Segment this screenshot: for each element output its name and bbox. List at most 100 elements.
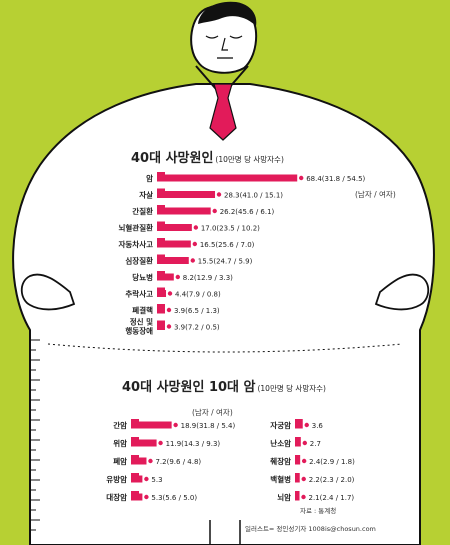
chart2-value-label: 5.3(5.6 / 5.0) — [151, 494, 197, 502]
chart1-category-label: 폐결핵 — [132, 305, 153, 315]
nose — [221, 37, 228, 51]
chart2-value-label: 2.4(2.9 / 1.8) — [309, 458, 355, 466]
chart1-category-label: 당뇨병 — [132, 272, 153, 282]
chart2-category-label: 백혈병 — [270, 474, 291, 484]
chart1-category-label: 암 — [146, 173, 153, 183]
chart1-bar-tab — [157, 172, 165, 175]
chart2-category-label: 간암 — [113, 420, 127, 430]
chart1-bar-dot — [193, 225, 199, 230]
chart2-category-label: 위암 — [113, 438, 127, 448]
chart1-bar — [157, 240, 191, 248]
chart2-bar-tab — [131, 473, 139, 476]
chart1-bar — [157, 323, 165, 330]
chart2-bar — [295, 475, 300, 483]
eye-right — [229, 35, 243, 39]
chart1-bar — [157, 306, 165, 314]
chart1-bar-tab — [157, 205, 165, 208]
chart2-category-label: 자궁암 — [270, 420, 291, 430]
chart1-bar — [157, 273, 174, 281]
chart2-bar — [131, 421, 172, 429]
chart2-value-label: 5.3 — [151, 476, 162, 484]
chart1-value-label: 15.5(24.7 / 5.9) — [198, 258, 253, 266]
left-hand — [20, 273, 76, 311]
chart2-value-label: 7.2(9.6 / 4.8) — [155, 458, 201, 466]
chart2-value-label: 3.6 — [312, 422, 324, 430]
chart2-bar-dot — [173, 422, 178, 428]
chart1-value-label: 26.2(45.6 / 6.1) — [220, 208, 275, 216]
chart2-bar — [295, 421, 303, 429]
chart2-bar-dot — [302, 440, 308, 446]
chart1-value-label: 8.2(12.9 / 3.3) — [183, 274, 233, 282]
chart1-bar-tab — [157, 320, 165, 323]
chart2-title-sub: (10만명 당 사망자수) — [257, 384, 326, 393]
chart2-bar — [295, 439, 301, 447]
chart2-value-label: 2.1(2.4 / 1.7) — [309, 494, 355, 502]
chart2-bar-tab — [295, 473, 300, 476]
chart1-category-label: 뇌혈관질환 — [119, 223, 154, 233]
chart1-value-label: 68.4(31.8 / 54.5) — [306, 175, 365, 183]
chart1-bar — [157, 224, 192, 231]
eye-left — [205, 35, 219, 39]
chart1-bar-dot — [167, 291, 173, 296]
chart2-title-main: 40대 사망원인 10대 암 — [122, 380, 256, 395]
chart2-bar-tab — [131, 419, 139, 422]
chart2-bar-tab — [295, 419, 303, 422]
chart1-bar — [157, 290, 167, 297]
chart2-bar-tab — [131, 437, 139, 440]
chart1-bar-tab — [157, 221, 165, 224]
chart1-category-label: 심장질환 — [125, 256, 153, 266]
chart1-bar — [157, 207, 211, 215]
chart1-value-label: 4.4(7.9 / 0.8) — [175, 291, 221, 299]
chart1-bar-dot — [166, 324, 172, 329]
chart2-bar-tab — [131, 491, 139, 494]
chart2-value-label: 2.7 — [310, 440, 321, 448]
belt-line — [47, 343, 403, 353]
chart2-category-label: 뇌암 — [277, 492, 291, 502]
chart1-bar — [157, 191, 216, 198]
chart1-category-label: 추락사고 — [125, 289, 153, 299]
chart1-bar-tab — [157, 271, 165, 274]
chart1-bar-tab — [157, 304, 165, 307]
chart1-category-label: 정신 및 — [130, 317, 153, 327]
chart2-bar — [131, 457, 147, 465]
chart2-value-label: 2.2(2.3 / 2.0) — [309, 476, 355, 484]
chart1-bar-dot — [192, 241, 198, 247]
chart2-bar-dot — [301, 458, 307, 464]
illustration-credit: 일러스트= 정인성기자 1008is@chosun.com — [245, 525, 376, 533]
right-hand — [374, 273, 430, 311]
chart2-legend: (남자 / 여자) — [192, 408, 233, 417]
chart2-category-label: 췌장암 — [270, 456, 291, 466]
chart1-category-label: 자살 — [139, 190, 153, 200]
chart2-category-label: 대장암 — [106, 492, 127, 502]
chart2-bar-dot — [301, 476, 306, 482]
chart1-legend: (남자 / 여자) — [355, 190, 396, 199]
hair — [198, 1, 257, 26]
chart1-bar-dot — [166, 307, 172, 313]
chart2-bar-dot — [304, 422, 309, 428]
chart1-bar-dot — [216, 192, 222, 197]
left-ruler — [29, 330, 40, 545]
tie-icon — [209, 83, 237, 141]
chart2-bar-tab — [295, 491, 300, 494]
chart2-bar — [131, 439, 157, 447]
chart2-bar — [295, 493, 300, 501]
legs — [209, 520, 241, 545]
chart1-bar-dot — [299, 175, 304, 181]
chart1-value-label: 16.5(25.6 / 7.0) — [200, 241, 255, 249]
chart2-bar — [131, 475, 143, 483]
chart1-value-label: 3.9(6.5 / 1.3) — [174, 307, 220, 315]
chart2-bar-dot — [144, 494, 149, 500]
chart1-bar-dot — [175, 274, 181, 280]
chart2-category-label: 유방암 — [106, 474, 127, 484]
chart2-title: 40대 사망원인 10대 암 (10만명 당 사망자수) — [122, 376, 326, 395]
body-silhouette — [12, 83, 435, 545]
chart1-category-label: 자동차사고 — [119, 239, 154, 249]
chart1-title-main: 40대 사망원인 — [131, 151, 214, 166]
chart1-bar-tab — [157, 238, 165, 241]
chart2-value-label: 11.9(14.3 / 9.3) — [166, 440, 221, 448]
chart1-bar-tab — [157, 188, 165, 191]
chart2-bar-dot — [144, 476, 149, 482]
chart1-title-sub: (10만명 당 사망자수) — [215, 155, 284, 164]
